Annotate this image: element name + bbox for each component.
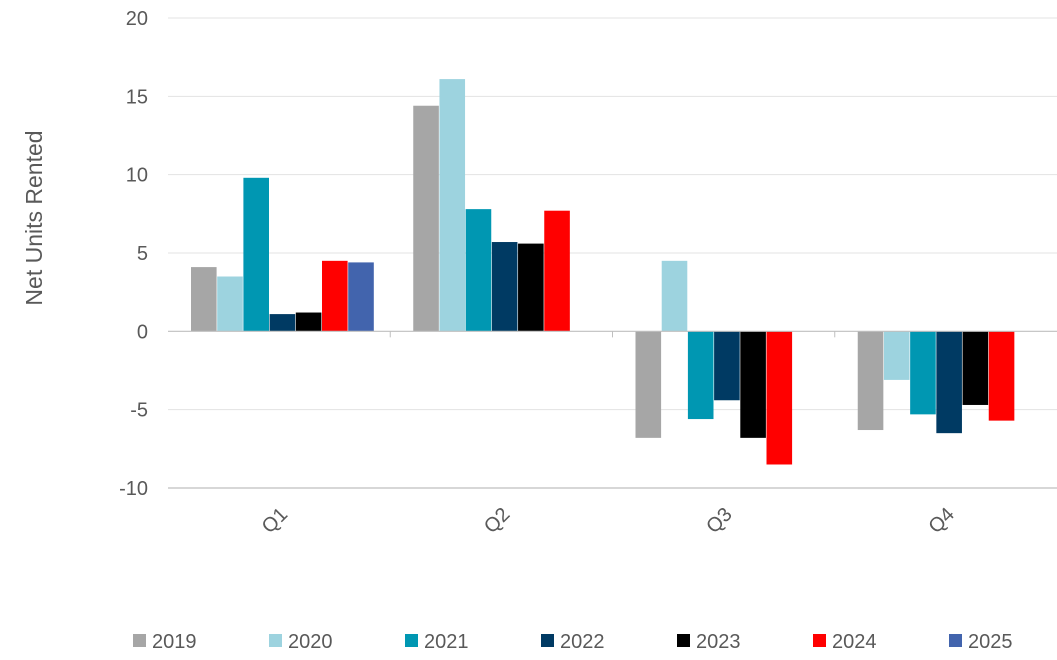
bar-2025-Q1 [348, 262, 374, 332]
legend-label: 2022 [560, 631, 605, 653]
bar-2022-Q1 [269, 314, 296, 332]
legend-label: 2024 [832, 631, 877, 653]
bar-2019-Q2 [413, 105, 439, 332]
y-tick-label: 10 [126, 165, 148, 187]
bar-2020-Q4 [883, 331, 910, 380]
bar-2024-Q1 [322, 260, 348, 332]
legend-swatch-2020 [269, 634, 282, 647]
y-axis-ticks: 20 15 10 5 0 -5 -10 [119, 8, 148, 500]
legend-swatch-2024 [813, 634, 826, 647]
bar-2021-Q1 [243, 177, 269, 332]
bar-2024-Q2 [544, 210, 570, 332]
x-axis-ticks: Q1 Q2 Q3 Q4 [258, 504, 959, 538]
bar-2022-Q2 [491, 242, 518, 332]
x-tick-label: Q4 [924, 504, 958, 538]
y-tick-label: 20 [126, 8, 148, 30]
bar-2023-Q1 [295, 312, 322, 332]
x-tick-label: Q3 [702, 504, 736, 538]
bar-2019-Q4 [857, 331, 884, 431]
y-tick-label: -10 [119, 478, 148, 500]
legend-swatch-2025 [949, 634, 962, 647]
y-axis-title: Net Units Rented [21, 130, 47, 305]
bar-2022-Q4 [936, 331, 962, 434]
legend-label: 2019 [152, 631, 197, 653]
legend: 2019 2020 2021 2022 2023 2024 2025 [133, 631, 1013, 653]
y-tick-label: -5 [130, 400, 148, 422]
bar-2024-Q3 [766, 331, 793, 465]
bar-2021-Q3 [687, 331, 714, 420]
x-axis [168, 330, 1057, 489]
bar-2020-Q1 [217, 276, 243, 332]
bar-2020-Q2 [439, 79, 466, 332]
x-tick-label: Q1 [258, 504, 292, 538]
bar-2021-Q4 [910, 331, 936, 415]
gridlines [168, 17, 1057, 411]
bar-2022-Q3 [714, 331, 740, 401]
bar-2023-Q4 [962, 331, 989, 405]
y-tick-label: 5 [137, 243, 148, 265]
bar-2023-Q2 [518, 243, 544, 332]
legend-label: 2021 [424, 631, 469, 653]
bar-2024-Q4 [988, 331, 1015, 421]
legend-swatch-2023 [677, 634, 690, 647]
bar-2021-Q2 [465, 209, 492, 332]
bars [191, 79, 1015, 465]
y-tick-label: 15 [126, 86, 148, 108]
bar-2023-Q3 [740, 331, 766, 438]
legend-label: 2023 [696, 631, 741, 653]
legend-swatch-2019 [133, 634, 146, 647]
bar-2019-Q1 [191, 267, 217, 332]
legend-label: 2025 [968, 631, 1013, 653]
legend-swatch-2022 [541, 634, 554, 647]
bar-2020-Q3 [661, 260, 688, 332]
y-tick-label: 0 [137, 321, 148, 343]
legend-label: 2020 [288, 631, 333, 653]
legend-swatch-2021 [405, 634, 418, 647]
bar-2019-Q3 [635, 331, 662, 438]
x-tick-label: Q2 [480, 504, 514, 538]
